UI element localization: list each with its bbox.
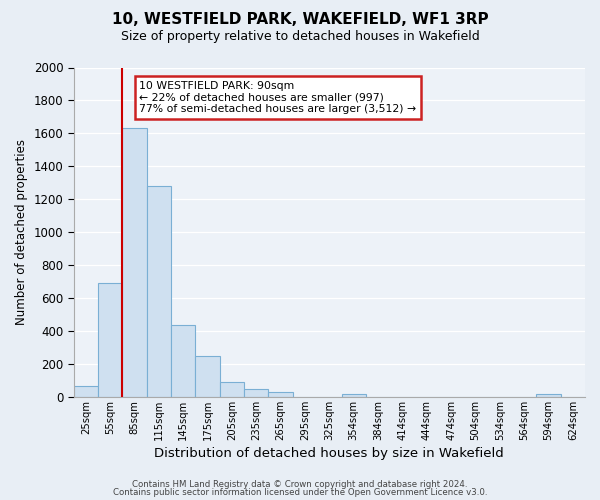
Bar: [244, 388, 268, 397]
Bar: [536, 394, 560, 397]
Text: Contains HM Land Registry data © Crown copyright and database right 2024.: Contains HM Land Registry data © Crown c…: [132, 480, 468, 489]
Bar: [98, 284, 122, 397]
X-axis label: Distribution of detached houses by size in Wakefield: Distribution of detached houses by size …: [154, 447, 504, 460]
Bar: [171, 326, 196, 397]
Y-axis label: Number of detached properties: Number of detached properties: [15, 139, 28, 325]
Bar: [74, 386, 98, 397]
Text: 10, WESTFIELD PARK, WAKEFIELD, WF1 3RP: 10, WESTFIELD PARK, WAKEFIELD, WF1 3RP: [112, 12, 488, 28]
Bar: [196, 356, 220, 397]
Bar: [341, 394, 366, 397]
Bar: [147, 186, 171, 397]
Text: Contains public sector information licensed under the Open Government Licence v3: Contains public sector information licen…: [113, 488, 487, 497]
Text: 10 WESTFIELD PARK: 90sqm
← 22% of detached houses are smaller (997)
77% of semi-: 10 WESTFIELD PARK: 90sqm ← 22% of detach…: [139, 80, 416, 114]
Bar: [268, 392, 293, 397]
Bar: [220, 382, 244, 397]
Bar: [122, 128, 147, 397]
Text: Size of property relative to detached houses in Wakefield: Size of property relative to detached ho…: [121, 30, 479, 43]
